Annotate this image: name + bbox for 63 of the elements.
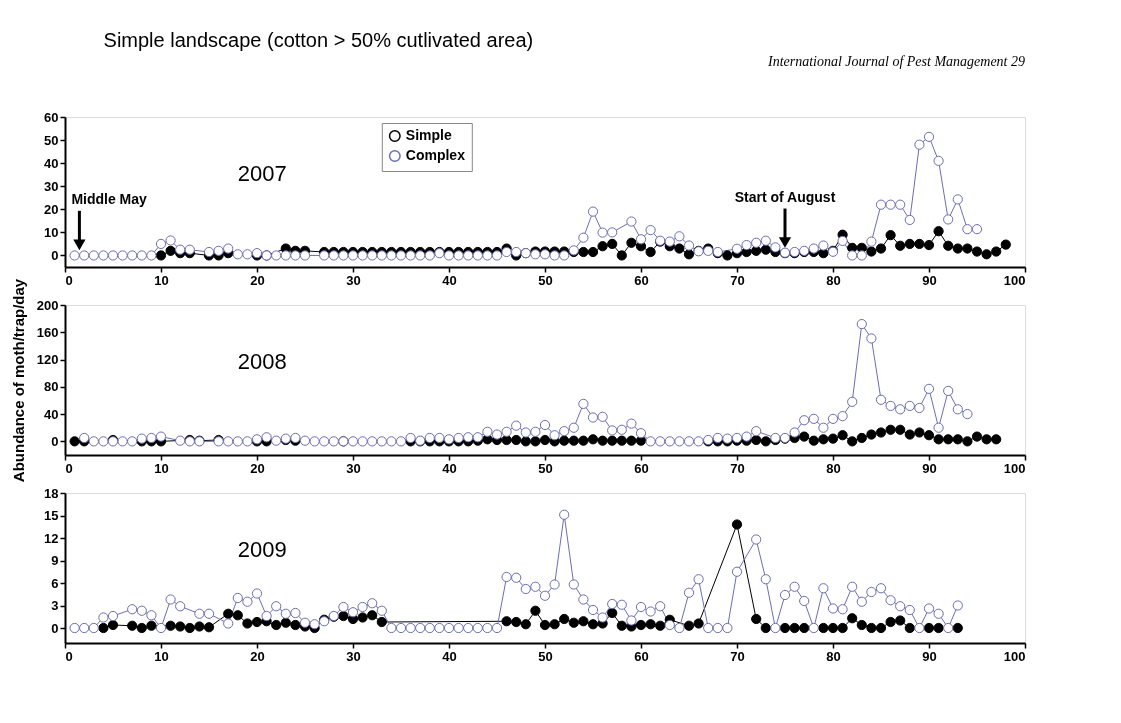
- annotation: Start of August: [734, 188, 836, 205]
- y-tick-label: 50: [44, 132, 59, 148]
- legend-label: Complex: [405, 147, 466, 163]
- y-tick-label: 10: [44, 224, 59, 240]
- y-tick-label: 30: [44, 178, 59, 194]
- y-tick-label: 0: [51, 247, 59, 263]
- x-tick-label: 20: [250, 272, 265, 288]
- y-tick-label: 0: [51, 433, 59, 449]
- x-tick-label: 100: [1003, 460, 1026, 476]
- annotation: Middle May: [71, 190, 148, 207]
- x-tick-label: 70: [730, 648, 745, 664]
- y-tick-label: 9: [51, 553, 59, 568]
- legend-label: Simple: [405, 127, 452, 143]
- x-tick-label: 100: [1003, 648, 1026, 664]
- x-tick-label: 70: [730, 460, 745, 476]
- text: 2007: [237, 161, 287, 186]
- y-tick-label: 3: [51, 598, 59, 613]
- x-tick-label: 80: [826, 648, 841, 664]
- x-tick-label: 10: [154, 272, 169, 288]
- y-tick-label: 160: [36, 324, 59, 340]
- x-tick-label: 30: [346, 272, 361, 288]
- x-tick-label: 50: [538, 272, 553, 288]
- x-tick-label: 0: [65, 272, 73, 288]
- x-tick-label: 100: [1003, 272, 1026, 288]
- x-tick-label: 70: [730, 272, 745, 288]
- y-tick-label: 200: [36, 297, 59, 313]
- y-tick-label: 60: [44, 109, 59, 125]
- x-tick-label: 50: [538, 648, 553, 664]
- x-tick-label: 90: [922, 272, 937, 288]
- x-tick-label: 10: [154, 460, 169, 476]
- y-tick-label: 12: [44, 530, 59, 546]
- text: 2008: [237, 349, 287, 374]
- y-axis-title: Abundance of moth/trap/day: [9, 278, 27, 483]
- y-tick-label: 6: [51, 575, 59, 591]
- x-tick-label: 60: [634, 460, 649, 476]
- x-tick-label: 50: [538, 460, 553, 476]
- x-tick-label: 40: [442, 272, 457, 288]
- x-tick-label: 30: [346, 648, 361, 664]
- x-tick-label: 90: [922, 460, 937, 476]
- y-tick-label: 40: [44, 406, 59, 422]
- x-tick-label: 10: [154, 648, 169, 664]
- y-tick-label: 18: [44, 485, 59, 501]
- x-tick-label: 60: [634, 272, 649, 288]
- x-tick-label: 80: [826, 460, 841, 476]
- x-tick-label: 0: [65, 648, 73, 664]
- chart-title: Simple landscape (cotton > 50% cutlivated area): [103, 29, 534, 51]
- y-tick-label: 40: [44, 155, 59, 171]
- x-tick-label: 60: [634, 648, 649, 664]
- text: International Journal of Pest Management 29: [766, 54, 1025, 69]
- y-tick-label: 120: [36, 352, 59, 368]
- x-tick-label: 20: [250, 460, 265, 476]
- y-tick-label: 15: [44, 508, 59, 523]
- x-tick-label: 90: [922, 648, 937, 664]
- x-tick-label: 40: [442, 648, 457, 664]
- x-tick-label: 40: [442, 460, 457, 476]
- text: 2009: [237, 537, 287, 562]
- x-tick-label: 0: [65, 460, 73, 476]
- x-tick-label: 30: [346, 460, 361, 476]
- y-tick-label: 0: [51, 620, 59, 636]
- x-tick-label: 80: [826, 272, 841, 288]
- y-tick-label: 80: [44, 379, 59, 395]
- x-tick-label: 20: [250, 648, 265, 664]
- y-tick-label: 20: [44, 201, 59, 217]
